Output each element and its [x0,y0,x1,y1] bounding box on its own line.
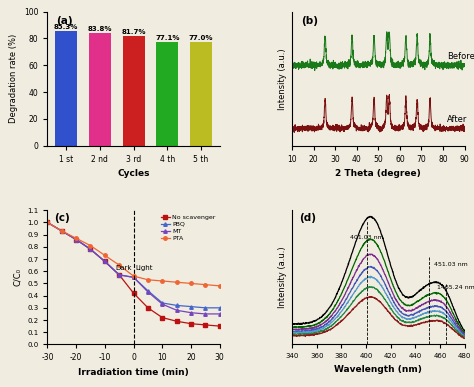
PTA [145,277,151,282]
MT [202,312,208,316]
PBQ [174,303,180,308]
Text: (d): (d) [299,213,316,223]
PBQ [188,304,194,309]
Bar [190,43,212,146]
MT [59,229,64,233]
PTA [102,253,108,258]
PTA [217,284,223,288]
Text: 77.0%: 77.0% [189,35,213,41]
No scavenger [217,324,223,329]
Text: 85.3%: 85.3% [54,24,78,30]
MT [188,310,194,315]
Text: Light: Light [135,265,153,271]
Line: PBQ: PBQ [46,221,221,310]
MT [174,308,180,313]
PTA [159,279,165,283]
PTA [131,274,137,278]
MT [117,272,122,277]
MT [88,247,93,252]
No scavenger [145,305,151,310]
PTA [45,220,50,225]
PTA [202,283,208,287]
PBQ [117,272,122,277]
Bar [123,36,145,146]
PBQ [102,259,108,264]
PTA [59,229,64,233]
MT [159,302,165,307]
No scavenger [188,321,194,326]
No scavenger [102,259,108,264]
Text: 83.8%: 83.8% [88,26,112,32]
Y-axis label: Degradation rate (%): Degradation rate (%) [9,34,18,123]
MT [45,220,50,225]
X-axis label: Irradiation time (min): Irradiation time (min) [78,368,189,377]
PTA [174,280,180,284]
No scavenger [131,291,137,296]
PBQ [45,220,50,225]
Legend: No scavenger, PBQ, MT, PTA: No scavenger, PBQ, MT, PTA [160,213,217,242]
PBQ [73,237,79,242]
Text: 401.03 nm: 401.03 nm [350,235,384,240]
PTA [73,236,79,241]
Line: No scavenger: No scavenger [46,221,221,328]
MT [73,237,79,242]
Text: 1465.24 nm: 1465.24 nm [438,285,474,290]
Text: (b): (b) [301,15,318,26]
No scavenger [174,319,180,324]
PBQ [145,288,151,293]
Text: 77.1%: 77.1% [155,35,180,41]
No scavenger [45,220,50,225]
PTA [88,243,93,248]
Text: (c): (c) [55,213,70,223]
Text: Dark: Dark [116,265,132,271]
No scavenger [117,272,122,277]
Text: 451.03 nm: 451.03 nm [434,262,467,267]
PBQ [131,275,137,280]
MT [102,259,108,264]
Bar [89,33,111,146]
X-axis label: Cycles: Cycles [118,170,150,178]
No scavenger [88,247,93,252]
No scavenger [202,323,208,327]
PBQ [59,229,64,233]
No scavenger [59,229,64,233]
PBQ [159,301,165,305]
Text: (a): (a) [56,15,73,26]
PBQ [217,305,223,310]
Y-axis label: Intensity (a.u.): Intensity (a.u.) [278,247,287,308]
Y-axis label: C/C₀: C/C₀ [13,268,21,286]
X-axis label: 2 Theta (degree): 2 Theta (degree) [336,170,421,178]
No scavenger [73,237,79,242]
Text: Before: Before [447,52,474,61]
PBQ [88,247,93,252]
MT [217,312,223,316]
X-axis label: Wavelength (nm): Wavelength (nm) [334,365,422,374]
PTA [188,281,194,286]
Bar [55,31,77,146]
MT [131,275,137,280]
MT [145,289,151,294]
PTA [117,263,122,267]
Line: PTA: PTA [46,221,221,288]
Text: 81.7%: 81.7% [121,29,146,35]
No scavenger [159,315,165,320]
Y-axis label: Intensity (a.u.): Intensity (a.u.) [278,48,287,110]
Text: After: After [447,115,468,124]
Bar [156,42,178,146]
PBQ [202,305,208,310]
Line: MT: MT [46,221,221,316]
